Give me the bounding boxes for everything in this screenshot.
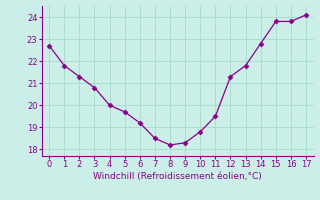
- X-axis label: Windchill (Refroidissement éolien,°C): Windchill (Refroidissement éolien,°C): [93, 172, 262, 181]
